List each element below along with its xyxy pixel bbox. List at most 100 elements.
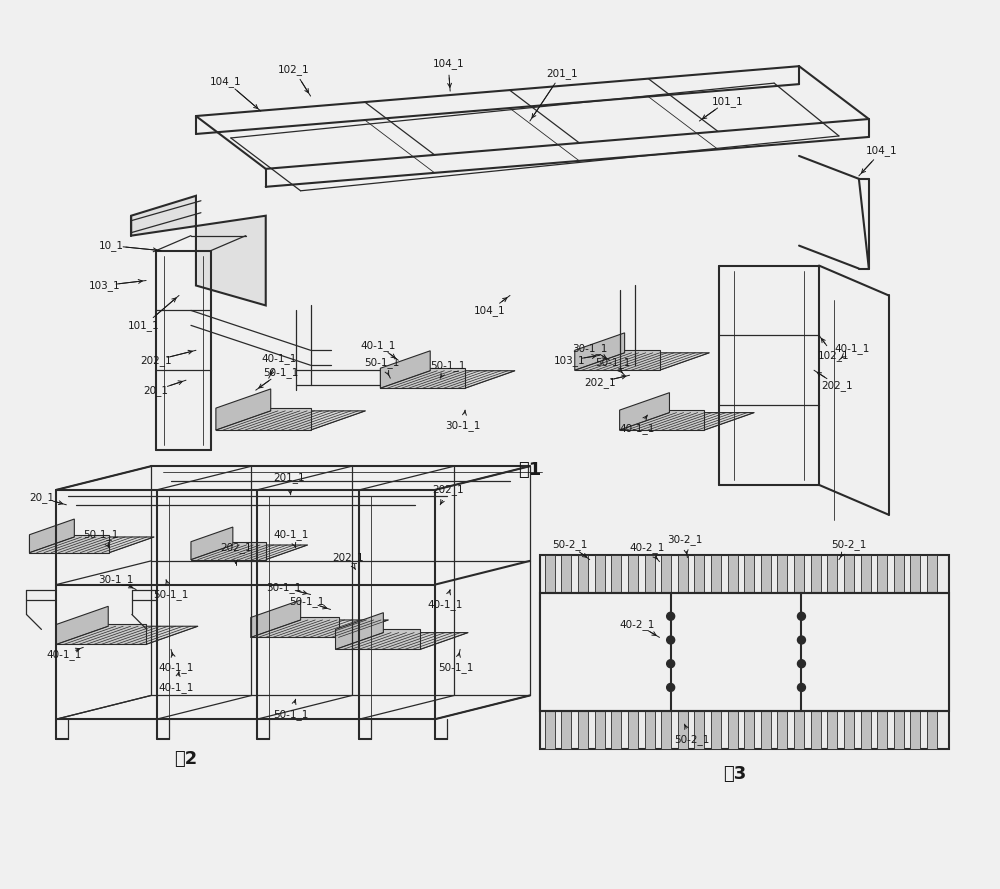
Text: 20_1: 20_1 bbox=[144, 385, 169, 396]
Polygon shape bbox=[877, 711, 887, 749]
Text: 103_1: 103_1 bbox=[88, 280, 120, 291]
Polygon shape bbox=[545, 555, 555, 593]
Text: 202_1: 202_1 bbox=[220, 542, 252, 553]
Polygon shape bbox=[645, 711, 655, 749]
Polygon shape bbox=[191, 541, 266, 560]
Polygon shape bbox=[711, 555, 721, 593]
Circle shape bbox=[667, 613, 675, 621]
Polygon shape bbox=[777, 555, 787, 593]
Text: 202_1: 202_1 bbox=[584, 377, 616, 388]
Polygon shape bbox=[216, 388, 271, 430]
Text: 30-1_1: 30-1_1 bbox=[572, 343, 607, 354]
Text: 40-1_1: 40-1_1 bbox=[158, 682, 194, 693]
Polygon shape bbox=[728, 555, 738, 593]
Text: 104_1: 104_1 bbox=[866, 146, 898, 156]
Polygon shape bbox=[336, 613, 383, 649]
Polygon shape bbox=[561, 555, 571, 593]
Text: 50-1_1: 50-1_1 bbox=[438, 661, 474, 673]
Text: 50-1_1: 50-1_1 bbox=[153, 589, 189, 600]
Polygon shape bbox=[728, 711, 738, 749]
Text: 104_1: 104_1 bbox=[432, 58, 464, 68]
Polygon shape bbox=[380, 368, 465, 388]
Polygon shape bbox=[611, 711, 621, 749]
Polygon shape bbox=[578, 711, 588, 749]
Text: 50-1_1: 50-1_1 bbox=[289, 596, 324, 607]
Polygon shape bbox=[561, 711, 571, 749]
Polygon shape bbox=[794, 711, 804, 749]
Text: 40-1_1: 40-1_1 bbox=[361, 340, 396, 351]
Text: 202_1: 202_1 bbox=[140, 355, 172, 365]
Polygon shape bbox=[620, 412, 754, 430]
Circle shape bbox=[667, 684, 675, 692]
Text: 202_1: 202_1 bbox=[821, 380, 853, 390]
Text: 50-2_1: 50-2_1 bbox=[831, 540, 867, 550]
Polygon shape bbox=[678, 555, 688, 593]
Text: 102_1: 102_1 bbox=[818, 350, 850, 361]
Polygon shape bbox=[595, 711, 605, 749]
Text: 40-1_1: 40-1_1 bbox=[834, 343, 870, 354]
Polygon shape bbox=[827, 711, 837, 749]
Polygon shape bbox=[56, 626, 198, 645]
Polygon shape bbox=[191, 545, 308, 560]
Polygon shape bbox=[380, 351, 430, 388]
Polygon shape bbox=[927, 711, 937, 749]
Text: 50-1_1: 50-1_1 bbox=[365, 356, 400, 368]
Polygon shape bbox=[910, 711, 920, 749]
Polygon shape bbox=[251, 600, 301, 637]
Text: 40-1_1: 40-1_1 bbox=[427, 599, 463, 610]
Text: 103_1: 103_1 bbox=[554, 355, 586, 365]
Text: 20_1: 20_1 bbox=[29, 493, 54, 503]
Circle shape bbox=[667, 660, 675, 668]
Polygon shape bbox=[575, 350, 660, 370]
Polygon shape bbox=[877, 555, 887, 593]
Polygon shape bbox=[380, 371, 515, 388]
Polygon shape bbox=[811, 555, 821, 593]
Text: 101_1: 101_1 bbox=[711, 96, 743, 107]
Polygon shape bbox=[216, 411, 365, 430]
Polygon shape bbox=[56, 624, 146, 645]
Text: 201_1: 201_1 bbox=[273, 472, 304, 484]
Polygon shape bbox=[620, 393, 669, 430]
Text: 104_1: 104_1 bbox=[210, 76, 242, 86]
Polygon shape bbox=[251, 618, 339, 637]
Circle shape bbox=[797, 613, 805, 621]
Polygon shape bbox=[540, 555, 949, 749]
Polygon shape bbox=[575, 353, 709, 370]
Polygon shape bbox=[628, 711, 638, 749]
Text: 40-1_1: 40-1_1 bbox=[158, 661, 194, 673]
Polygon shape bbox=[578, 555, 588, 593]
Polygon shape bbox=[794, 555, 804, 593]
Polygon shape bbox=[761, 711, 771, 749]
Text: 30-1_1: 30-1_1 bbox=[266, 582, 301, 593]
Polygon shape bbox=[628, 555, 638, 593]
Polygon shape bbox=[678, 711, 688, 749]
Text: 图2: 图2 bbox=[174, 750, 198, 768]
Polygon shape bbox=[545, 711, 555, 749]
Polygon shape bbox=[894, 711, 904, 749]
Text: 202_1: 202_1 bbox=[333, 552, 364, 563]
Circle shape bbox=[797, 684, 805, 692]
Polygon shape bbox=[216, 408, 311, 430]
Polygon shape bbox=[620, 410, 704, 430]
Text: 102_1: 102_1 bbox=[278, 64, 309, 75]
Text: 50-2_1: 50-2_1 bbox=[674, 733, 709, 744]
Text: 40-1_1: 40-1_1 bbox=[47, 649, 82, 660]
Polygon shape bbox=[910, 555, 920, 593]
Polygon shape bbox=[336, 633, 468, 649]
Text: 10_1: 10_1 bbox=[99, 240, 124, 251]
Polygon shape bbox=[540, 593, 949, 711]
Polygon shape bbox=[894, 555, 904, 593]
Polygon shape bbox=[595, 555, 605, 593]
Text: 30-1_1: 30-1_1 bbox=[445, 420, 481, 430]
Polygon shape bbox=[927, 555, 937, 593]
Text: 40-2_1: 40-2_1 bbox=[620, 619, 655, 630]
Text: 201_1: 201_1 bbox=[546, 68, 578, 78]
Circle shape bbox=[797, 636, 805, 644]
Text: 40-1_1: 40-1_1 bbox=[261, 353, 296, 364]
Text: 图1: 图1 bbox=[518, 461, 542, 479]
Polygon shape bbox=[645, 555, 655, 593]
Text: 40-1_1: 40-1_1 bbox=[620, 422, 655, 434]
Polygon shape bbox=[661, 555, 671, 593]
Polygon shape bbox=[575, 332, 625, 370]
Circle shape bbox=[667, 636, 675, 644]
